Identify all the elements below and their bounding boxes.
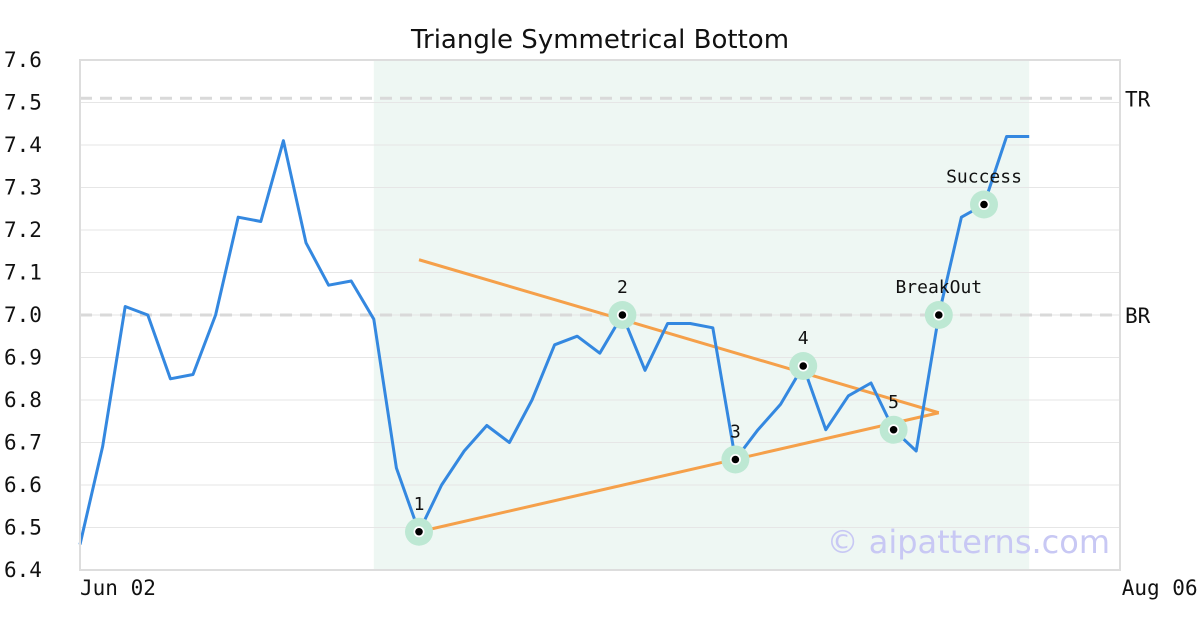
y-tick-label: 7.1 <box>4 261 42 285</box>
pattern-point-2 <box>618 311 627 319</box>
y-tick-label: 7.4 <box>4 133 42 157</box>
series-layer <box>78 135 1030 545</box>
pattern-point-label-success: Success <box>946 167 1022 188</box>
pattern-point-breakout <box>935 311 943 319</box>
reference-labels: TR BR <box>1125 87 1151 328</box>
y-tick-label: 6.7 <box>4 431 42 455</box>
y-tick-labels: 6.4 6.5 6.6 6.7 6.8 6.9 7.0 7.1 7.2 7.3 7.4 7.5 7.6 <box>4 48 42 582</box>
y-tick-label: 7.0 <box>4 303 42 327</box>
pattern-point-5 <box>889 425 898 434</box>
plot-frame <box>79 59 1121 571</box>
pattern-point-success <box>980 200 988 209</box>
price-series-line <box>78 135 1030 545</box>
reference-label-tr: TR <box>1125 87 1151 111</box>
x-tick-label: Jun 02 <box>80 576 156 600</box>
y-tick-label: 6.8 <box>4 388 42 412</box>
pattern-point-4 <box>799 362 807 370</box>
y-tick-label: 7.5 <box>4 91 42 115</box>
pattern-point-1 <box>415 527 423 536</box>
upper-trend-line <box>418 258 940 415</box>
y-tick-label: 7.3 <box>4 176 42 200</box>
pattern-point-label-4: 4 <box>798 328 809 349</box>
trend-line-layer <box>418 258 940 534</box>
x-tick-labels: Jun 02 Aug 06 <box>80 576 1198 600</box>
y-tick-label: 6.9 <box>4 346 42 370</box>
y-tick-label: 6.6 <box>4 473 42 497</box>
x-tick-label: Aug 06 <box>1122 576 1198 600</box>
y-tick-label: 6.4 <box>4 558 42 582</box>
pattern-point-label-3: 3 <box>730 422 741 443</box>
chart-title: Triangle Symmetrical Bottom <box>410 25 789 55</box>
y-tick-label: 7.6 <box>4 48 42 72</box>
pattern-point-label-breakout: BreakOut <box>895 277 982 298</box>
y-tick-label: 6.5 <box>4 516 42 540</box>
pattern-point-3 <box>731 455 740 464</box>
pattern-point-label-5: 5 <box>888 392 899 413</box>
reference-label-br: BR <box>1125 304 1151 328</box>
watermark: © aipatterns.com <box>827 523 1110 561</box>
pattern-point-label-1: 1 <box>414 494 425 515</box>
pattern-point-label-2: 2 <box>617 277 628 298</box>
y-tick-label: 7.2 <box>4 218 42 242</box>
pattern-point-layer: 1 2 3 4 5 BreakOut Success <box>405 167 1022 546</box>
lower-trend-line <box>418 411 940 534</box>
